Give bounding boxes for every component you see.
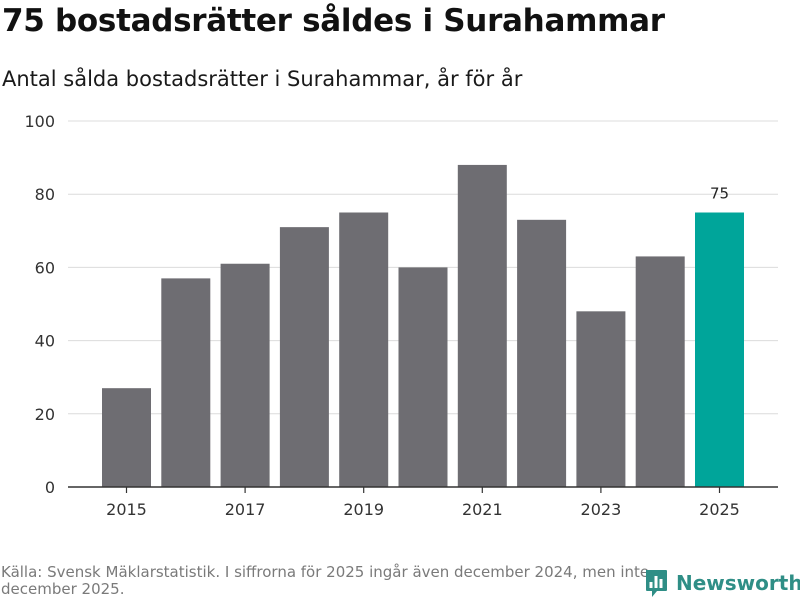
bar-2025: [695, 212, 744, 487]
y-tick-label: 20: [35, 405, 55, 424]
bar-2015: [102, 388, 151, 487]
y-tick-label: 100: [24, 112, 55, 131]
bar-2023: [576, 311, 626, 487]
bar-chart: 0 20 40 60 80 100 75 2015 2017 2019 2021 2023 2025: [24, 112, 778, 519]
bar-2021: [457, 164, 507, 488]
bars: [102, 164, 744, 488]
bar-2016: [161, 278, 211, 487]
bar-2018: [279, 227, 329, 487]
x-tick-label: 2017: [225, 500, 266, 519]
x-axis: 2015 2017 2019 2021 2023 2025: [68, 486, 778, 519]
y-axis-ticks: 0 20 40 60 80 100: [24, 112, 55, 497]
chart-subtitle: Antal sålda bostadsrätter i Surahammar, …: [2, 67, 523, 91]
x-tick-label: 2023: [581, 500, 622, 519]
y-tick-label: 60: [35, 258, 55, 277]
x-tick-label: 2021: [462, 500, 503, 519]
y-tick-label: 80: [35, 185, 55, 204]
chart-title: 75 bostadsrätter såldes i Surahammar: [2, 3, 665, 39]
source-note: Källa: Svensk Mäklarstatistik. I siffror…: [1, 563, 650, 598]
newsworthy-logo-icon: [646, 570, 667, 597]
x-tick-label: 2019: [343, 500, 384, 519]
x-tick-label: 2025: [699, 500, 740, 519]
data-label-2025: 75: [710, 185, 729, 203]
bar-2024: [635, 256, 685, 487]
bar-2019: [339, 212, 389, 487]
bar-2017: [220, 263, 270, 487]
bar-2020: [398, 267, 448, 487]
data-labels: 75: [710, 185, 729, 203]
y-tick-label: 0: [45, 478, 55, 497]
bar-2022: [517, 219, 567, 487]
newsworthy-logo[interactable]: Newsworthy: [644, 568, 800, 598]
y-tick-label: 40: [35, 332, 55, 351]
newsworthy-logo-text: Newsworthy: [676, 571, 800, 595]
x-tick-label: 2015: [106, 500, 147, 519]
